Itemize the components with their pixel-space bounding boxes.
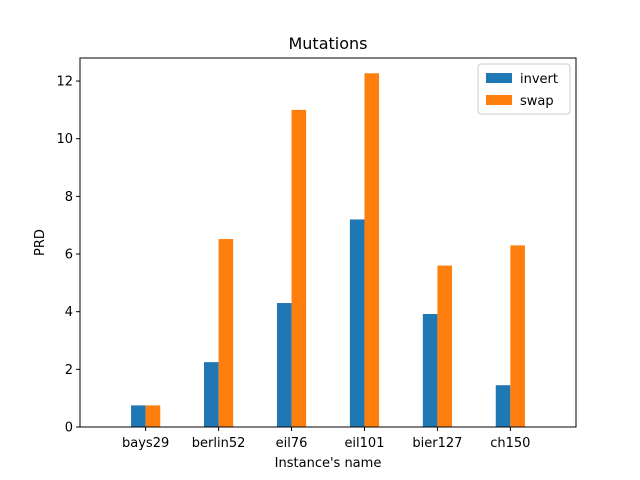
bar-swap-eil101	[364, 73, 380, 428]
bar-swap-bays29	[145, 405, 161, 427]
legend-label-invert: invert	[520, 72, 558, 87]
bar-invert-eil101	[349, 219, 365, 427]
y-tick-label: 4	[65, 305, 73, 320]
y-tick-label: 10	[56, 132, 73, 147]
legend-swatch-invert	[486, 73, 512, 83]
axes-frame	[79, 57, 577, 428]
x-tick-label: eil76	[276, 436, 308, 451]
y-tick-label: 8	[65, 190, 73, 205]
x-tick-label: ch150	[490, 436, 530, 451]
bar-invert-bays29	[131, 405, 146, 427]
x-axis-label: Instance's name	[275, 456, 382, 471]
bar-swap-berlin52	[218, 239, 234, 427]
y-tick-label: 6	[65, 248, 73, 263]
x-tick-label: bier127	[412, 436, 462, 451]
bar-swap-ch150	[510, 245, 525, 427]
x-tick-label: eil101	[344, 436, 384, 451]
bar-invert-berlin52	[204, 362, 219, 427]
bar-invert-ch150	[495, 385, 511, 427]
legend: invert swap	[477, 63, 571, 115]
bar-swap-eil76	[291, 109, 307, 427]
legend-swatch-swap	[486, 95, 512, 105]
bar-swap-bier127	[437, 265, 452, 427]
y-axis-label: PRD	[33, 229, 48, 256]
x-tick-label: bays29	[122, 436, 169, 451]
plot-area: 0 2 4 6 8 10 12 bays29 berlin52 eil76 eil101 bier12…	[56, 57, 577, 451]
bar-invert-bier127	[422, 313, 438, 427]
y-tick-label: 2	[65, 363, 73, 378]
chart-title: Mutations	[288, 34, 367, 53]
y-tick-label: 0	[65, 421, 73, 436]
y-tick-label: 12	[56, 75, 73, 90]
bar-invert-eil76	[276, 303, 292, 427]
x-tick-label: berlin52	[192, 436, 246, 451]
legend-label-swap: swap	[520, 94, 554, 109]
